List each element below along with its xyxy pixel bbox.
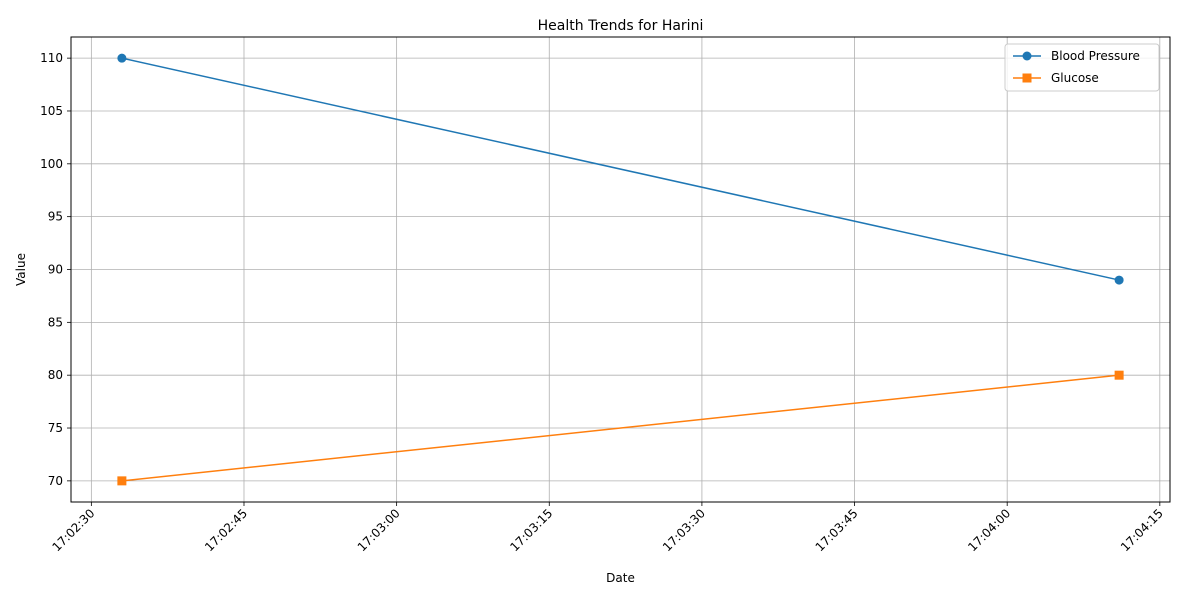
y-axis-ticks: 70 75 80 85 90 95 100 105 110 [40,51,71,488]
legend-glucose-label: Glucose [1051,71,1099,85]
y-tick-label: 80 [48,368,63,382]
legend: Blood Pressure Glucose [1004,43,1160,92]
glucose-line [121,374,1120,482]
y-tick-label: 95 [48,210,63,224]
blood-pressure-point [117,53,127,63]
legend-glucose-marker [1022,73,1032,83]
x-axis-title: Date [606,571,635,585]
blood-pressure-line [121,57,1120,281]
legend-blood-pressure-marker [1022,51,1032,61]
chart-title: Health Trends for Harini [538,18,704,34]
legend-blood-pressure-label: Blood Pressure [1051,49,1140,63]
y-tick-label: 110 [40,51,63,65]
y-tick-label: 85 [48,315,63,329]
y-tick-label: 100 [40,157,63,171]
legend-box [1004,43,1160,92]
y-axis-title: Value [14,253,28,286]
series-group [117,53,1124,486]
y-tick-label: 90 [48,263,63,277]
glucose-point [117,476,127,486]
blood-pressure-point [1114,275,1124,285]
y-tick-label: 105 [40,104,63,118]
y-tick-label: 75 [48,421,63,435]
glucose-point [1114,370,1124,380]
y-tick-label: 70 [48,474,63,488]
